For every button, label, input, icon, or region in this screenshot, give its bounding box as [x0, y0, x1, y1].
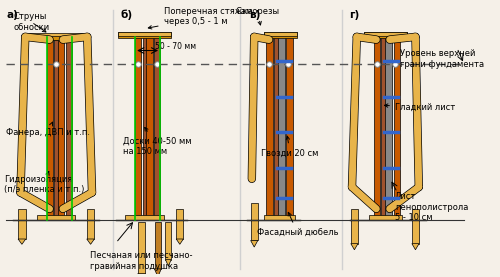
Bar: [286, 34, 292, 220]
Text: Уровень верхней
грани фундамента: Уровень верхней грани фундамента: [400, 49, 484, 68]
Bar: [368, 215, 402, 220]
Bar: [146, 34, 152, 220]
Bar: [28, 33, 85, 40]
Bar: [118, 32, 171, 38]
Bar: [126, 215, 164, 220]
Bar: [118, 32, 171, 35]
Bar: [66, 34, 72, 220]
Bar: [274, 34, 280, 220]
Bar: [176, 209, 184, 239]
Bar: [351, 209, 358, 244]
Bar: [385, 34, 392, 220]
Bar: [412, 209, 419, 244]
Polygon shape: [138, 273, 145, 277]
Bar: [142, 34, 149, 220]
Bar: [374, 34, 380, 220]
Bar: [154, 34, 160, 220]
Bar: [364, 32, 407, 35]
Polygon shape: [154, 269, 161, 277]
Bar: [154, 222, 161, 269]
Text: Гидроизоляция
(п/э пленка и т.п.): Гидроизоляция (п/э пленка и т.п.): [4, 171, 84, 194]
Text: Доски 40-50 мм
на 150 мм: Доски 40-50 мм на 150 мм: [123, 127, 192, 156]
Polygon shape: [250, 240, 258, 247]
Bar: [135, 34, 141, 220]
Bar: [264, 32, 297, 35]
Text: 50 - 70 мм: 50 - 70 мм: [156, 42, 196, 51]
Text: Песчаная или песчано-
гравийная подушка: Песчаная или песчано- гравийная подушка: [90, 251, 192, 271]
Text: Гладкий лист: Гладкий лист: [384, 103, 455, 112]
Text: Лист
пенополистрола
5 - 10 см: Лист пенополистрола 5 - 10 см: [395, 193, 468, 222]
Polygon shape: [166, 260, 171, 266]
Bar: [264, 32, 297, 38]
Text: б): б): [120, 10, 133, 20]
Bar: [58, 34, 64, 220]
Bar: [28, 36, 85, 40]
Text: Фасадный дюбель: Фасадный дюбель: [256, 212, 338, 237]
Polygon shape: [176, 239, 184, 244]
Bar: [250, 203, 258, 240]
Bar: [266, 34, 272, 220]
Text: Гвозди 20 см: Гвозди 20 см: [262, 136, 318, 157]
Polygon shape: [351, 244, 358, 250]
Bar: [138, 222, 145, 273]
Text: а): а): [6, 10, 18, 20]
Bar: [364, 32, 407, 38]
Bar: [37, 215, 76, 220]
Text: Струны
обноски: Струны обноски: [14, 12, 50, 32]
Bar: [278, 34, 285, 220]
Bar: [54, 34, 60, 220]
Text: г): г): [350, 10, 360, 20]
Text: Фанера, ДВП и т.п.: Фанера, ДВП и т.п.: [6, 122, 90, 137]
Bar: [87, 209, 94, 239]
Bar: [264, 215, 295, 220]
Bar: [394, 34, 400, 220]
Bar: [166, 222, 171, 260]
Text: в): в): [250, 10, 261, 20]
Polygon shape: [87, 239, 94, 244]
Polygon shape: [412, 244, 419, 250]
Bar: [18, 209, 26, 239]
Bar: [47, 34, 53, 220]
Text: Саморезы: Саморезы: [235, 7, 280, 25]
Text: Поперечная стяжка
через 0,5 - 1 м: Поперечная стяжка через 0,5 - 1 м: [148, 7, 252, 29]
Polygon shape: [18, 239, 26, 244]
Bar: [381, 34, 388, 220]
